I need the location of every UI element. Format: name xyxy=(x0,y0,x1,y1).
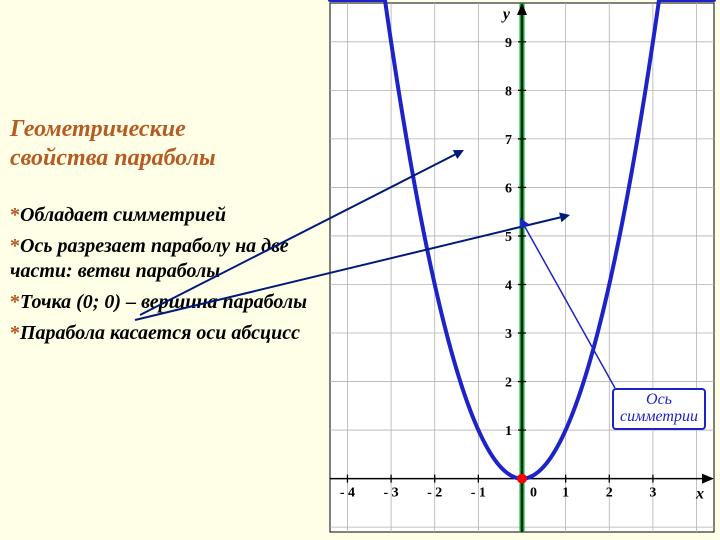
svg-text:5: 5 xyxy=(505,230,512,245)
svg-text:- 1: - 1 xyxy=(471,486,486,501)
svg-text:1: 1 xyxy=(562,486,569,501)
svg-text:8: 8 xyxy=(505,84,512,99)
bullet-2-text: Ось разрезает параболу на две части: вет… xyxy=(10,235,289,282)
bullet-4-text: Парабола касается оси абсцисс xyxy=(20,322,300,344)
star-icon: * xyxy=(10,322,20,344)
svg-text:- 3: - 3 xyxy=(384,486,399,501)
bullet-2: *Ось разрезает параболу на две части: ве… xyxy=(10,234,315,284)
svg-text:7: 7 xyxy=(505,133,512,148)
svg-text:1: 1 xyxy=(505,424,512,439)
svg-text:3: 3 xyxy=(649,486,656,501)
axis-label-line2: симметрии xyxy=(620,408,698,425)
heading: Геометрические свойства параболы xyxy=(10,115,315,173)
text-block: Геометрические свойства параболы *Облада… xyxy=(10,115,315,352)
heading-line1: Геометрические xyxy=(10,116,186,142)
bullet-1: *Обладает симметрией xyxy=(10,203,315,228)
svg-text:2: 2 xyxy=(606,486,613,501)
axis-label-line1: Ось xyxy=(646,391,672,408)
svg-text:4: 4 xyxy=(505,278,512,293)
svg-text:0: 0 xyxy=(530,486,537,501)
svg-text:3: 3 xyxy=(505,327,512,342)
star-icon: * xyxy=(10,291,20,313)
star-icon: * xyxy=(10,204,20,226)
bullet-3: *Точка (0; 0) – вершина параболы xyxy=(10,290,315,315)
svg-text:- 2: - 2 xyxy=(427,486,442,501)
axis-of-symmetry-label: Ось симметрии xyxy=(612,388,706,430)
bullet-3-text: Точка (0; 0) – вершина параболы xyxy=(20,291,307,313)
bullet-4: *Парабола касается оси абсцисс xyxy=(10,321,315,346)
svg-text:y: y xyxy=(501,6,511,23)
chart-plot: - 4 - 3 - 2 - 1 0 1 2 3 1 2 3 4 5 6 7 8 9 x y xyxy=(320,0,720,540)
svg-text:9: 9 xyxy=(505,36,512,51)
svg-text:- 4: - 4 xyxy=(340,486,355,501)
star-icon: * xyxy=(10,235,20,257)
heading-line2: свойства параболы xyxy=(10,145,216,171)
svg-text:6: 6 xyxy=(505,181,512,196)
bullet-1-text: Обладает симметрией xyxy=(20,204,226,226)
svg-text:2: 2 xyxy=(505,376,512,391)
svg-text:x: x xyxy=(695,486,704,503)
